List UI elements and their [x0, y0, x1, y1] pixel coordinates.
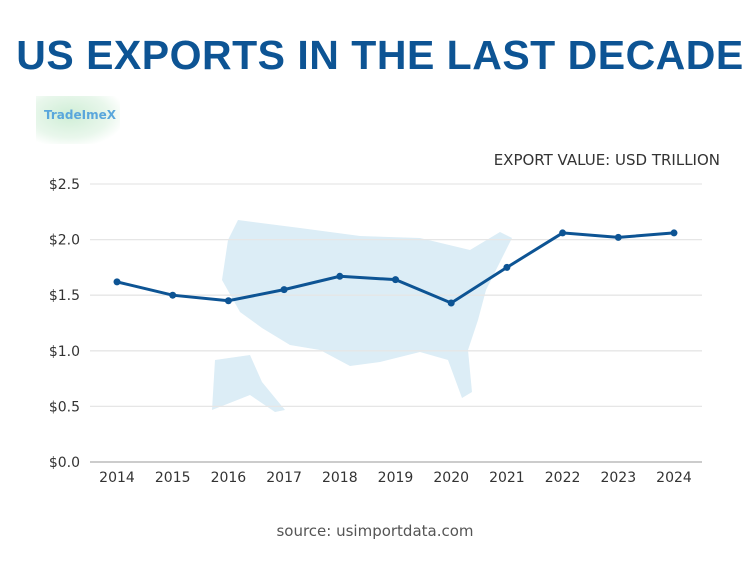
y-tick-label: $1.0	[49, 344, 80, 360]
data-point	[113, 278, 121, 286]
chart-title: US EXPORTS IN THE LAST DECADE	[16, 32, 744, 78]
y-tick-label: $0.0	[49, 455, 80, 471]
data-point	[280, 286, 288, 294]
x-tick-label: 2022	[545, 470, 581, 486]
y-tick-label: $2.5	[49, 177, 80, 193]
x-tick-label: 2016	[211, 470, 247, 486]
x-tick-label: 2015	[155, 470, 191, 486]
x-tick-label: 2020	[433, 470, 469, 486]
data-point	[447, 299, 455, 307]
y-tick-label: $2.0	[49, 233, 80, 249]
data-point	[614, 233, 622, 241]
data-point	[336, 272, 344, 280]
x-tick-label: 2017	[266, 470, 302, 486]
alaska-map-background	[212, 355, 285, 412]
y-tick-label: $0.5	[49, 399, 80, 415]
data-point	[392, 276, 399, 284]
x-tick-label: 2021	[489, 470, 525, 486]
tradeimex-logo: TradeImeX	[36, 96, 120, 144]
data-point	[224, 297, 232, 305]
us-map-background	[222, 220, 512, 398]
data-point	[503, 263, 511, 271]
x-tick-label: 2023	[600, 470, 636, 486]
data-point	[169, 291, 177, 299]
x-tick-label: 2024	[656, 470, 692, 486]
x-tick-label: 2014	[99, 470, 135, 486]
y-axis-unit-label: EXPORT VALUE: USD TRILLION	[493, 151, 720, 169]
x-tick-label: 2018	[322, 470, 358, 486]
source-text: source: usimportdata.com	[276, 522, 474, 540]
data-point	[670, 229, 678, 237]
x-tick-label: 2019	[378, 470, 414, 486]
data-point	[559, 229, 567, 237]
y-tick-label: $1.5	[49, 288, 80, 304]
